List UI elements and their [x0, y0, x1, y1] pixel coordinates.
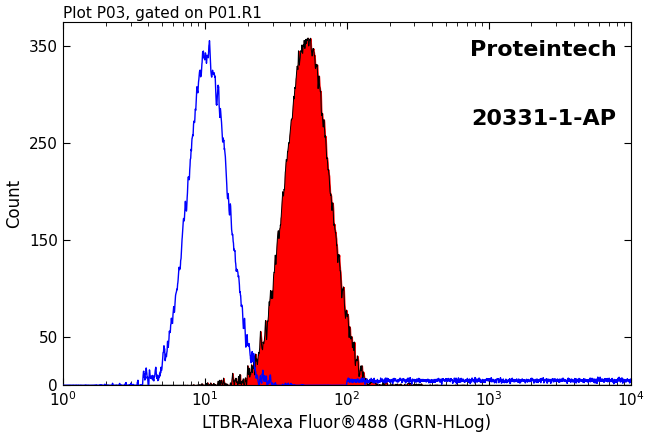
Text: Plot P03, gated on P01.R1: Plot P03, gated on P01.R1 — [63, 6, 262, 21]
X-axis label: LTBR-Alexa Fluor®488 (GRN-HLog): LTBR-Alexa Fluor®488 (GRN-HLog) — [202, 414, 491, 432]
Text: Proteintech: Proteintech — [470, 40, 616, 60]
Text: 20331-1-AP: 20331-1-AP — [471, 109, 616, 129]
Y-axis label: Count: Count — [6, 179, 23, 228]
